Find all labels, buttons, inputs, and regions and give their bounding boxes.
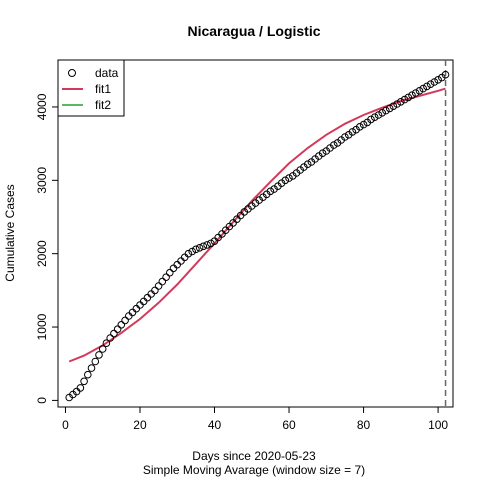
data-point [374, 111, 383, 119]
data-point [408, 91, 416, 99]
data-point [382, 106, 390, 115]
data-point [266, 187, 275, 196]
plot-marks [65, 60, 450, 407]
data-point [389, 102, 398, 110]
data-point [95, 351, 103, 359]
data-point [154, 282, 163, 290]
data-point [318, 149, 327, 157]
y-tick-label: 0 [35, 397, 49, 404]
data-point [341, 133, 349, 141]
data-point [128, 308, 137, 317]
legend-label-fit1: fit1 [95, 82, 111, 96]
data-point [76, 384, 85, 392]
data-point [151, 286, 159, 295]
data-point [132, 304, 141, 313]
data-point [378, 109, 387, 117]
data-point [404, 93, 413, 102]
data-point [419, 84, 428, 93]
data-point [110, 329, 118, 338]
data-point [192, 245, 200, 254]
x-tick-label: 20 [133, 418, 147, 432]
legend-label-fit2: fit2 [95, 98, 111, 112]
x-tick-label: 60 [282, 418, 296, 432]
data-point [207, 239, 215, 248]
x-axis: 0 20 40 60 80 100 [62, 407, 448, 432]
data-point [80, 377, 88, 386]
y-tick-label: 3000 [35, 167, 49, 194]
data-point [184, 249, 193, 258]
data-point [400, 95, 409, 104]
data-point [426, 80, 435, 88]
data-point [84, 370, 92, 379]
chart-title: Nicaragua / Logistic [187, 23, 320, 39]
data-point [136, 301, 144, 309]
y-axis: 0 1000 2000 3000 4000 [35, 93, 58, 404]
data-point [203, 241, 211, 249]
data-point [359, 120, 368, 129]
legend-label-data: data [95, 66, 119, 80]
x-tick-label: 0 [62, 418, 69, 432]
data-point [199, 242, 208, 251]
data-point [125, 312, 133, 320]
data-point [188, 247, 196, 256]
data-point [441, 70, 450, 79]
data-point [98, 345, 107, 353]
x-axis-label: Days since 2020-05-23 [192, 449, 316, 463]
x-axis-sublabel: Simple Moving Avarage (window size = 7) [143, 463, 365, 477]
legend: data fit1 fit2 [57, 59, 125, 117]
data-point [348, 128, 357, 136]
data-point [195, 244, 204, 252]
data-point [143, 293, 152, 302]
data-point [87, 364, 96, 372]
data-point [139, 297, 148, 306]
data-point [367, 115, 375, 124]
data-point [158, 277, 167, 286]
data-point [370, 113, 379, 121]
data-point [281, 176, 290, 185]
y-axis-label: Cumulative Cases [3, 184, 17, 281]
data-point [393, 100, 401, 108]
data-point [91, 357, 100, 366]
data-point [177, 257, 185, 265]
data-point [303, 160, 312, 168]
data-point [415, 87, 424, 95]
data-point [147, 290, 155, 298]
data-point [166, 268, 174, 277]
series-line-fit1 [68, 87, 446, 363]
data-point [180, 253, 189, 262]
data-point [113, 325, 122, 334]
data-point [162, 273, 170, 282]
data-point [117, 321, 126, 329]
x-tick-label: 100 [428, 418, 448, 432]
data-point [430, 78, 439, 86]
plot-box [57, 59, 454, 408]
data-point [356, 123, 364, 131]
y-tick-label: 1000 [35, 313, 49, 340]
data-point [330, 141, 338, 149]
data-point [106, 334, 114, 342]
data-point [385, 104, 394, 113]
data-point [397, 98, 405, 106]
data-point [121, 316, 129, 325]
legend-data-marker [68, 69, 76, 77]
data-point [169, 264, 178, 273]
data-point [423, 82, 431, 91]
data-point [434, 76, 442, 84]
data-point [411, 89, 420, 97]
y-tick-label: 4000 [35, 93, 49, 120]
data-point [173, 260, 181, 269]
y-tick-label: 2000 [35, 240, 49, 267]
x-tick-label: 40 [208, 418, 222, 432]
data-point [285, 174, 293, 182]
x-tick-label: 80 [357, 418, 371, 432]
data-point [102, 339, 111, 348]
